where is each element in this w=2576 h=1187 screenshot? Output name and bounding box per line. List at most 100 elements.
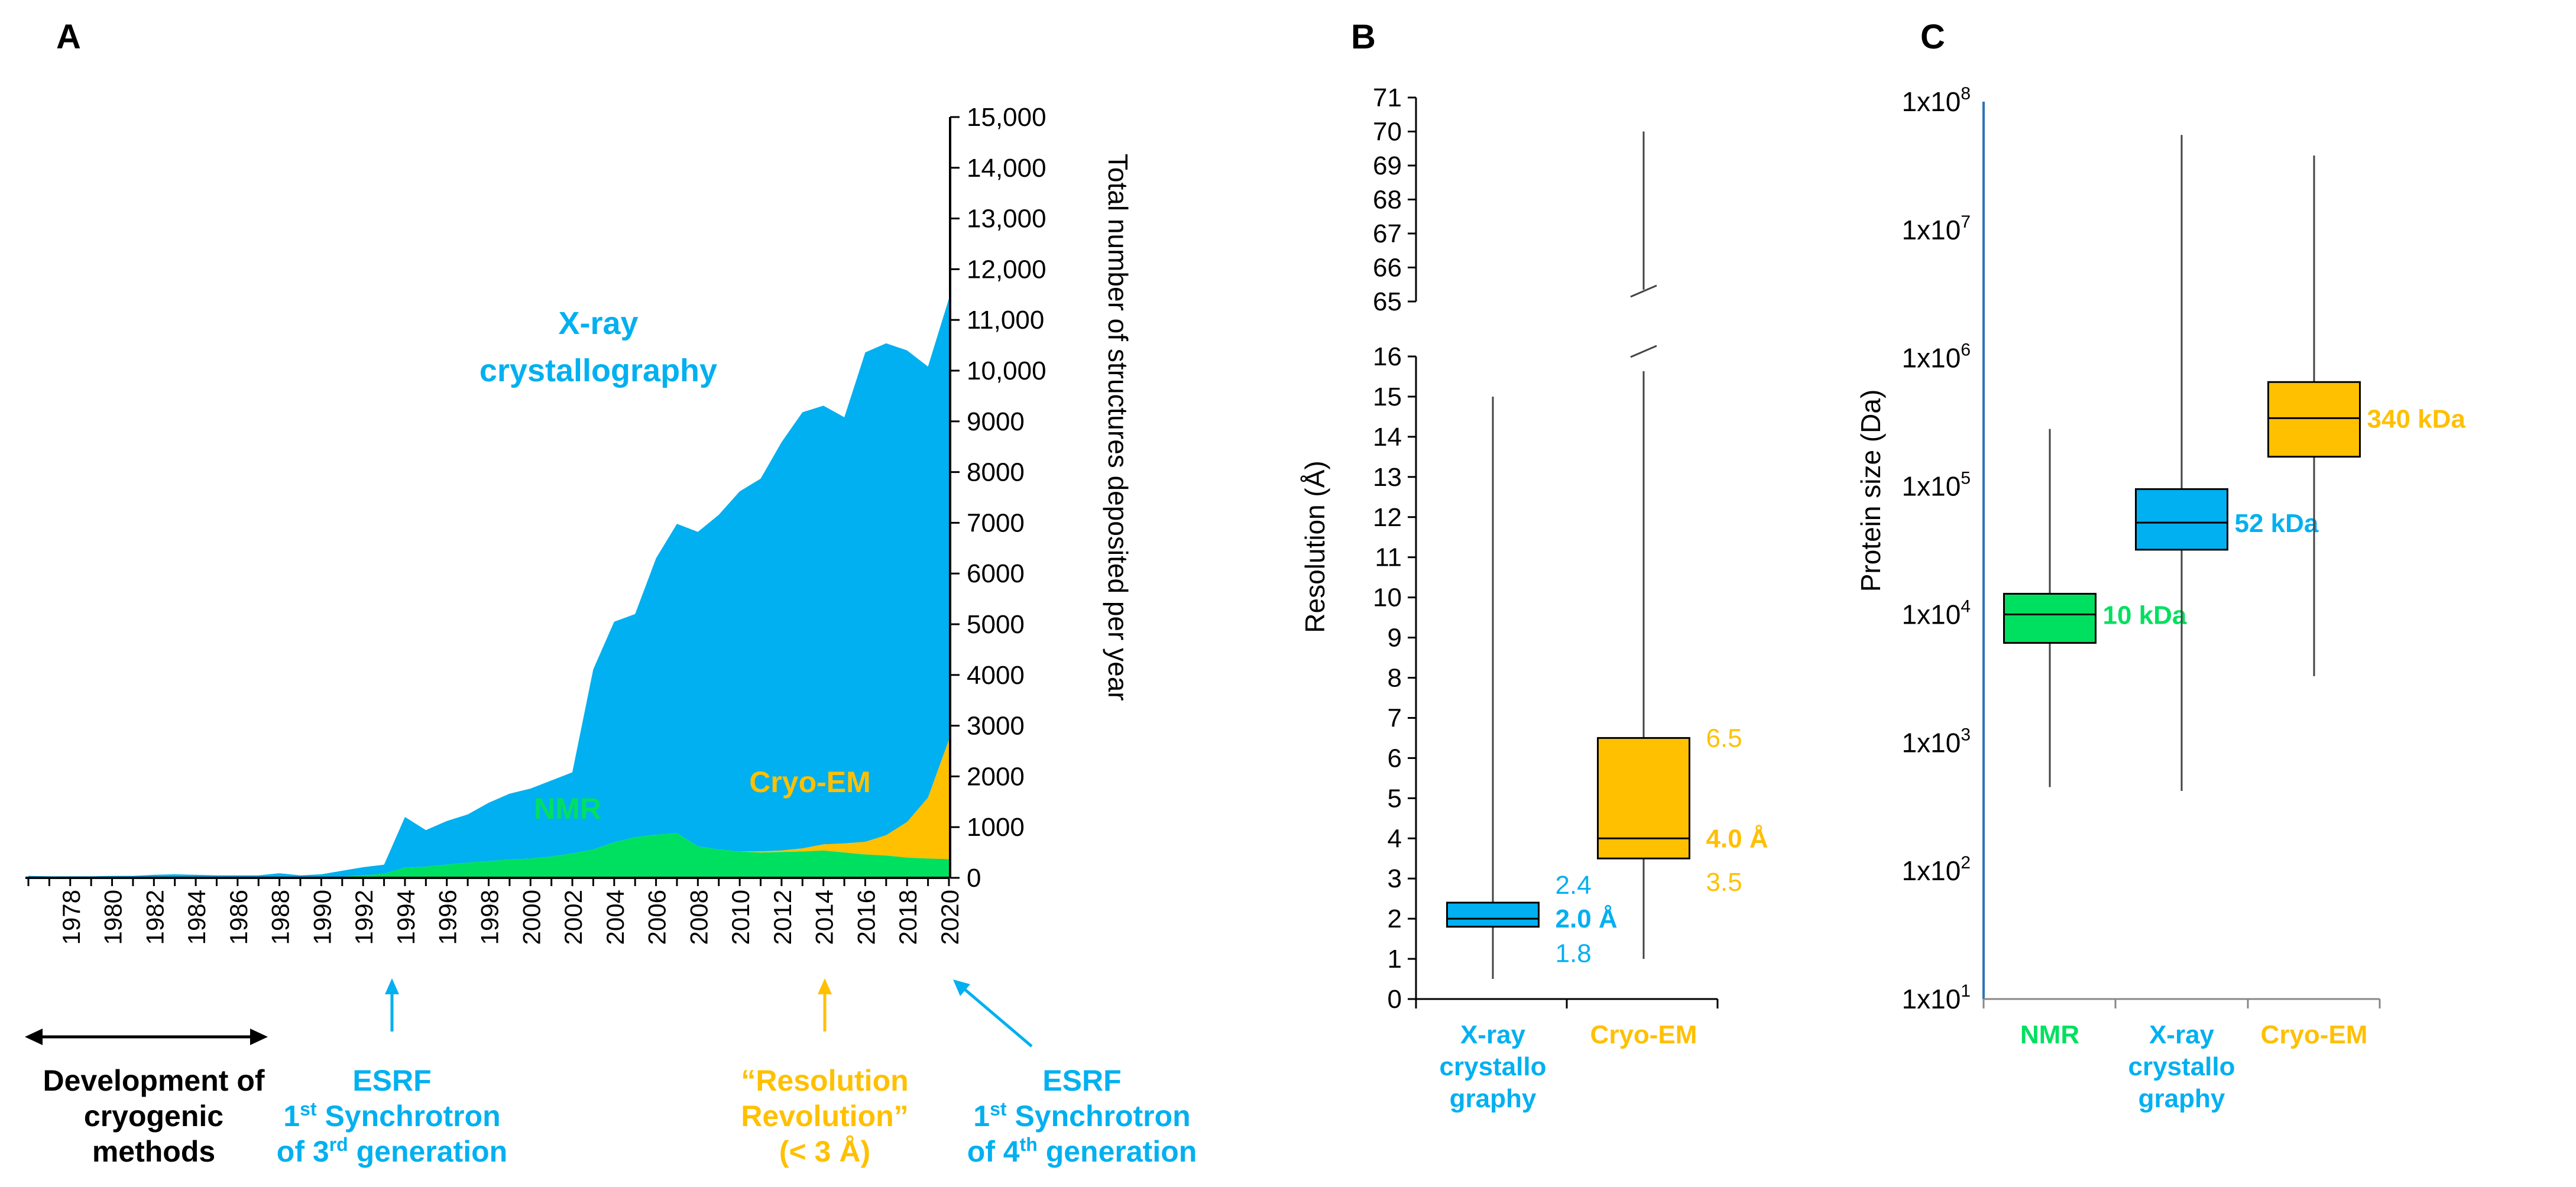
cryo-em-q3-label: 6.5 xyxy=(1706,724,1742,753)
y-tick-exponent: 3 xyxy=(1961,725,1971,744)
y-tick-label: 1000 xyxy=(967,813,1025,842)
axis-break-mark xyxy=(1630,345,1657,358)
cryo-em-box xyxy=(1597,737,1690,860)
x-tick-label: 2002 xyxy=(559,890,587,945)
y-tick-exponent: 8 xyxy=(1961,84,1971,103)
y-tick-base: 1x10 xyxy=(1902,471,1961,502)
y-tick-label: 71 xyxy=(1373,83,1402,112)
x-tick-label: 2010 xyxy=(727,890,754,945)
y-tick-label: 67 xyxy=(1373,219,1402,248)
cryo-em-median-label: 340 kDa xyxy=(2367,404,2466,433)
xray-category-label: crystallo xyxy=(1440,1052,1547,1081)
y-tick-exponent: 2 xyxy=(1961,853,1971,873)
y-axis-title: Resolution (Å) xyxy=(1300,460,1330,633)
x-tick-label: 2014 xyxy=(811,890,838,945)
cryo-em-box xyxy=(2267,381,2361,458)
esrf-1994-label-3: of 3rd generation xyxy=(277,1134,507,1168)
nmr-area-label: NMR xyxy=(534,792,601,825)
x-tick-label: 1980 xyxy=(99,890,127,945)
xray-box xyxy=(1446,901,1540,928)
x-tick-label: 2016 xyxy=(852,890,880,945)
y-tick-label: 3 xyxy=(1388,864,1402,893)
y-tick-base: 1x10 xyxy=(1902,855,1961,886)
y-tick-base: 1x10 xyxy=(1902,343,1961,374)
xray-category-label: X-ray xyxy=(1460,1020,1526,1049)
y-tick-label: 68 xyxy=(1373,186,1402,215)
y-tick-label: 0 xyxy=(1388,985,1402,1014)
esrf-2020-label-3: of 4th generation xyxy=(967,1134,1197,1168)
resolution-revolution-label-1: “Resolution xyxy=(741,1064,908,1097)
panel-a-label: A xyxy=(56,18,81,56)
resolution-revolution-arrow-head xyxy=(818,978,832,994)
cryo-em-q1-label: 3.5 xyxy=(1706,868,1742,897)
esrf-1994-arrow-head xyxy=(385,978,399,994)
cryo-em-category-label: Cryo-EM xyxy=(2261,1020,2368,1049)
x-tick-label: 1992 xyxy=(350,890,378,945)
y-tick-label: 6 xyxy=(1388,744,1402,773)
y-tick-label: 5000 xyxy=(967,610,1025,639)
xray-q3-label: 2.4 xyxy=(1556,871,1592,900)
x-tick-label: 2000 xyxy=(517,890,545,945)
y-tick-exponent: 6 xyxy=(1961,340,1971,360)
y-tick-label: 70 xyxy=(1373,118,1402,147)
y-tick-label: 9 xyxy=(1388,624,1402,653)
y-tick-exponent: 4 xyxy=(1961,596,1971,616)
y-tick-label: 12 xyxy=(1373,503,1402,532)
xray-box xyxy=(2135,488,2228,551)
esrf-1994-label-2: 1st Synchrotron xyxy=(283,1098,500,1133)
xray-median-label: 52 kDa xyxy=(2235,509,2319,538)
nmr-median-label: 10 kDa xyxy=(2103,601,2187,630)
xray-area-label-1: X-ray xyxy=(558,306,638,341)
x-tick-label: 2018 xyxy=(894,890,922,945)
y-tick-base: 1x10 xyxy=(1902,86,1961,117)
x-tick-label: 2012 xyxy=(769,890,796,945)
cryo-em-median-label: 4.0 Å xyxy=(1706,824,1768,853)
y-tick-base: 1x10 xyxy=(1902,215,1961,245)
nmr-category-label: NMR xyxy=(2020,1020,2079,1049)
x-tick-label: 2006 xyxy=(643,890,671,945)
y-tick-label: 6000 xyxy=(967,559,1025,588)
development-label-2: cryogenic xyxy=(84,1100,223,1133)
xray-category-label: graphy xyxy=(2138,1084,2225,1113)
development-label-3: methods xyxy=(92,1135,215,1168)
y-tick-label: 11 xyxy=(1375,543,1402,572)
xray-q1-label: 1.8 xyxy=(1556,939,1592,968)
xray-category-label: X-ray xyxy=(2149,1020,2215,1049)
y-tick-exponent: 7 xyxy=(1961,212,1971,232)
x-tick-label: 2004 xyxy=(601,890,629,945)
xray-area xyxy=(28,299,949,878)
y-tick-label: 65 xyxy=(1373,287,1402,316)
esrf-2020-arrow-head xyxy=(953,980,970,996)
y-tick-label: 1x108 xyxy=(1902,84,1971,117)
y-tick-label: 1 xyxy=(1388,945,1402,974)
y-tick-label: 4 xyxy=(1388,824,1402,853)
y-tick-base: 1x10 xyxy=(1902,727,1961,758)
y-tick-label: 14,000 xyxy=(967,154,1046,183)
y-tick-label: 8 xyxy=(1388,664,1402,693)
y-tick-label: 4000 xyxy=(967,661,1025,690)
x-tick-label: 1986 xyxy=(225,890,252,945)
y-tick-label: 15 xyxy=(1373,382,1402,411)
x-tick-label: 1988 xyxy=(267,890,294,945)
y-tick-label: 1x107 xyxy=(1902,212,1971,245)
y-tick-label: 7 xyxy=(1388,703,1402,732)
xray-median-label: 2.0 Å xyxy=(1556,904,1618,933)
y-tick-label: 13,000 xyxy=(967,205,1046,233)
nmr-box xyxy=(2003,592,2097,644)
y-tick-label: 69 xyxy=(1373,151,1402,180)
esrf-2020-label-2: 1st Synchrotron xyxy=(973,1098,1190,1133)
y-tick-label: 3000 xyxy=(967,712,1025,741)
esrf-2020-label-1: ESRF xyxy=(1042,1064,1121,1097)
development-label-1: Development of xyxy=(43,1064,264,1097)
panel-b-plot: 01234567891011121314151665666768697071Re… xyxy=(1300,83,1768,1113)
panel-b-label: B xyxy=(1351,18,1376,56)
x-tick-label: 1982 xyxy=(141,890,169,945)
y-tick-label: 16 xyxy=(1373,342,1402,371)
y-tick-label: 1x106 xyxy=(1902,340,1971,374)
x-tick-label: 1994 xyxy=(392,890,420,945)
development-arrow-left-head xyxy=(25,1029,43,1045)
x-tick-label: 1990 xyxy=(308,890,336,945)
y-tick-label: 10 xyxy=(1373,583,1402,612)
y-tick-base: 1x10 xyxy=(1902,599,1961,630)
